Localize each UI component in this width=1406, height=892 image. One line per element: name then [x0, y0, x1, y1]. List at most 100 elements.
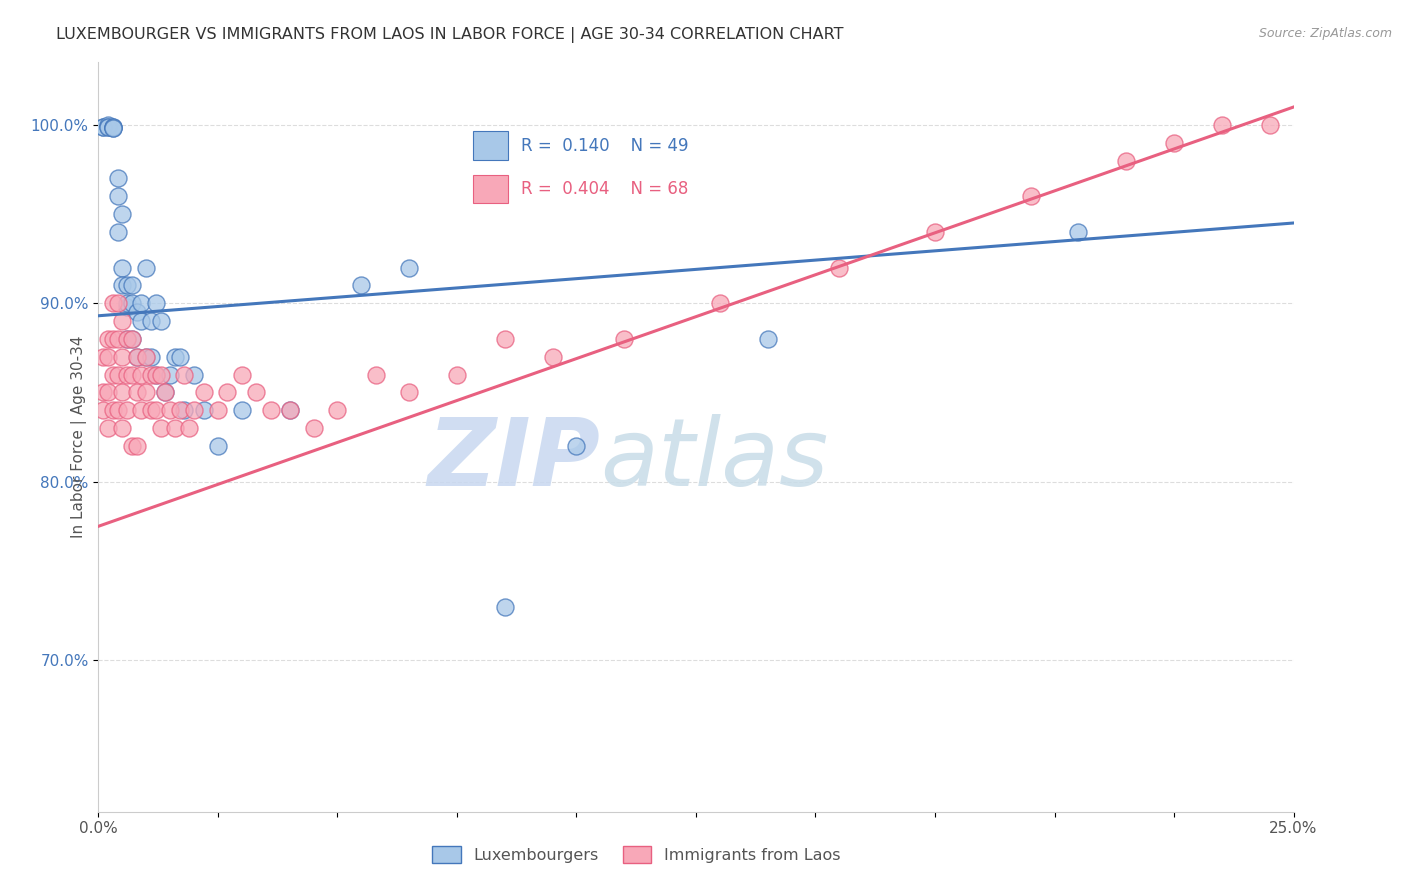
Point: [350, 278, 373, 293]
Point: [111, 278, 134, 293]
Point: [131, 314, 153, 328]
Point: [97, 421, 120, 435]
Point: [101, 403, 124, 417]
Point: [125, 350, 148, 364]
Point: [135, 350, 157, 364]
Point: [217, 385, 239, 400]
Point: [101, 121, 124, 136]
Point: [259, 403, 281, 417]
Legend: Luxembourgers, Immigrants from Laos: Luxembourgers, Immigrants from Laos: [423, 838, 849, 871]
Point: [149, 314, 172, 328]
Point: [278, 403, 301, 417]
Text: LUXEMBOURGER VS IMMIGRANTS FROM LAOS IN LABOR FORCE | AGE 30-34 CORRELATION CHAR: LUXEMBOURGER VS IMMIGRANTS FROM LAOS IN …: [56, 27, 844, 43]
Point: [121, 296, 143, 310]
Point: [107, 368, 129, 382]
Point: [97, 332, 120, 346]
Point: [107, 171, 129, 186]
Point: [207, 403, 229, 417]
Point: [207, 439, 229, 453]
Point: [145, 368, 167, 382]
Point: [125, 350, 148, 364]
Point: [565, 439, 588, 453]
Point: [1115, 153, 1137, 168]
Point: [179, 421, 201, 435]
Point: [494, 599, 516, 614]
Point: [97, 120, 120, 134]
Point: [541, 350, 564, 364]
Point: [107, 332, 129, 346]
Point: [1211, 118, 1233, 132]
Point: [131, 296, 153, 310]
Point: [924, 225, 946, 239]
Point: [1019, 189, 1042, 203]
Point: [107, 403, 129, 417]
Point: [398, 260, 420, 275]
Point: [231, 403, 253, 417]
Point: [121, 368, 143, 382]
Point: [163, 350, 186, 364]
Point: [115, 332, 138, 346]
Point: [111, 314, 134, 328]
Point: [91, 120, 114, 134]
Point: [139, 350, 162, 364]
Point: [91, 385, 114, 400]
Point: [446, 368, 468, 382]
Point: [149, 421, 172, 435]
Point: [111, 421, 134, 435]
Point: [159, 368, 181, 382]
Point: [155, 385, 177, 400]
Point: [173, 403, 195, 417]
Text: ZIP: ZIP: [427, 414, 600, 506]
Point: [169, 350, 191, 364]
Point: [1067, 225, 1090, 239]
Point: [91, 120, 114, 134]
Point: [828, 260, 851, 275]
Point: [149, 368, 172, 382]
Point: [97, 385, 120, 400]
Point: [121, 278, 143, 293]
Point: [115, 300, 138, 314]
Text: atlas: atlas: [600, 414, 828, 505]
Point: [121, 332, 143, 346]
Point: [115, 368, 138, 382]
Point: [107, 189, 129, 203]
Point: [101, 368, 124, 382]
Point: [101, 120, 124, 134]
Point: [125, 439, 148, 453]
Point: [183, 403, 205, 417]
Point: [125, 305, 148, 319]
Point: [709, 296, 731, 310]
Point: [131, 403, 153, 417]
Point: [613, 332, 636, 346]
Point: [115, 332, 138, 346]
Point: [121, 439, 143, 453]
Point: [1163, 136, 1185, 150]
Point: [278, 403, 301, 417]
Point: [145, 403, 167, 417]
Point: [326, 403, 349, 417]
Point: [111, 260, 134, 275]
Point: [169, 403, 191, 417]
Point: [111, 207, 134, 221]
Point: [101, 120, 124, 134]
Point: [145, 368, 167, 382]
Point: [135, 350, 157, 364]
Y-axis label: In Labor Force | Age 30-34: In Labor Force | Age 30-34: [72, 335, 87, 539]
Point: [135, 260, 157, 275]
Point: [91, 350, 114, 364]
Point: [1258, 118, 1281, 132]
Point: [125, 385, 148, 400]
Point: [135, 385, 157, 400]
Point: [494, 332, 516, 346]
Point: [107, 225, 129, 239]
Point: [756, 332, 779, 346]
Point: [115, 296, 138, 310]
Point: [131, 368, 153, 382]
Point: [115, 403, 138, 417]
Point: [101, 296, 124, 310]
Point: [302, 421, 325, 435]
Point: [193, 403, 215, 417]
Point: [101, 332, 124, 346]
Text: Source: ZipAtlas.com: Source: ZipAtlas.com: [1258, 27, 1392, 40]
Point: [111, 350, 134, 364]
